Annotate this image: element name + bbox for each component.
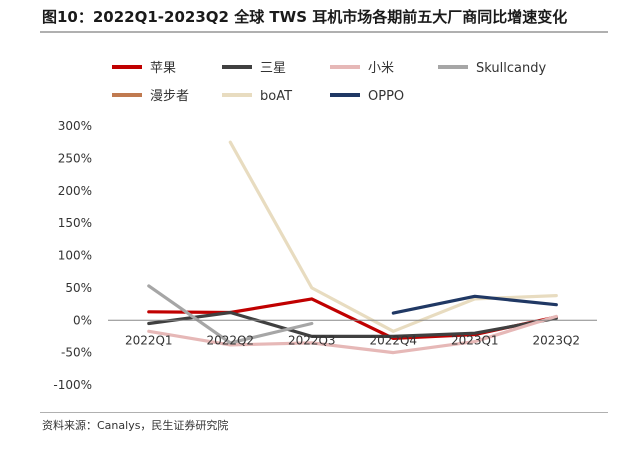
x-tick-label: 2022Q2 [206, 333, 254, 347]
series-line [391, 294, 558, 315]
x-tick-label: 2022Q4 [369, 333, 417, 347]
series-line [147, 314, 558, 355]
y-tick-label: 100% [58, 249, 92, 263]
legend-label: boAT [260, 89, 292, 104]
source-note: 资料来源：Canalys，民生证券研究院 [42, 419, 229, 432]
y-tick-label: 150% [58, 216, 92, 230]
x-tick-label: 2023Q1 [451, 333, 499, 347]
title-divider [40, 31, 608, 33]
series-line [147, 310, 558, 338]
legend-label: OPPO [368, 89, 404, 104]
y-tick-label: -50% [61, 346, 92, 360]
source-divider [40, 412, 608, 413]
y-tick-label: 200% [58, 184, 92, 198]
legend-label: 漫步者 [150, 89, 189, 104]
y-tick-label: 0% [73, 313, 92, 327]
x-axis: 2022Q1 2022Q2 2022Q3 2022Q4 2023Q1 2023Q2 [108, 319, 597, 347]
y-tick-label: 250% [58, 151, 92, 165]
line-chart: 苹果 三星 小米 Skullcandy 漫步者 boAT OPPO -100% -50% 0% 5… [53, 61, 597, 392]
y-axis: -100% -50% 0% 50% 100% 150% 200% 250% 300% [53, 119, 92, 392]
legend-label: 小米 [368, 61, 394, 76]
x-tick-label: 2022Q1 [125, 333, 173, 347]
legend-label: Skullcandy [476, 61, 546, 76]
legend-label: 三星 [260, 61, 286, 76]
chart-title: 图10：2022Q1-2023Q2 全球 TWS 耳机市场各期前五大厂商同比增速… [42, 8, 568, 26]
series-line [147, 284, 314, 345]
series-lines [147, 140, 558, 355]
y-tick-label: 50% [65, 281, 92, 295]
x-tick-label: 2023Q2 [532, 333, 580, 347]
legend: 苹果 三星 小米 Skullcandy 漫步者 boAT OPPO [112, 61, 546, 104]
legend-label: 苹果 [150, 61, 176, 76]
x-tick-label: 2022Q3 [288, 333, 336, 347]
y-tick-label: -100% [53, 378, 92, 392]
y-tick-label: 300% [58, 119, 92, 133]
